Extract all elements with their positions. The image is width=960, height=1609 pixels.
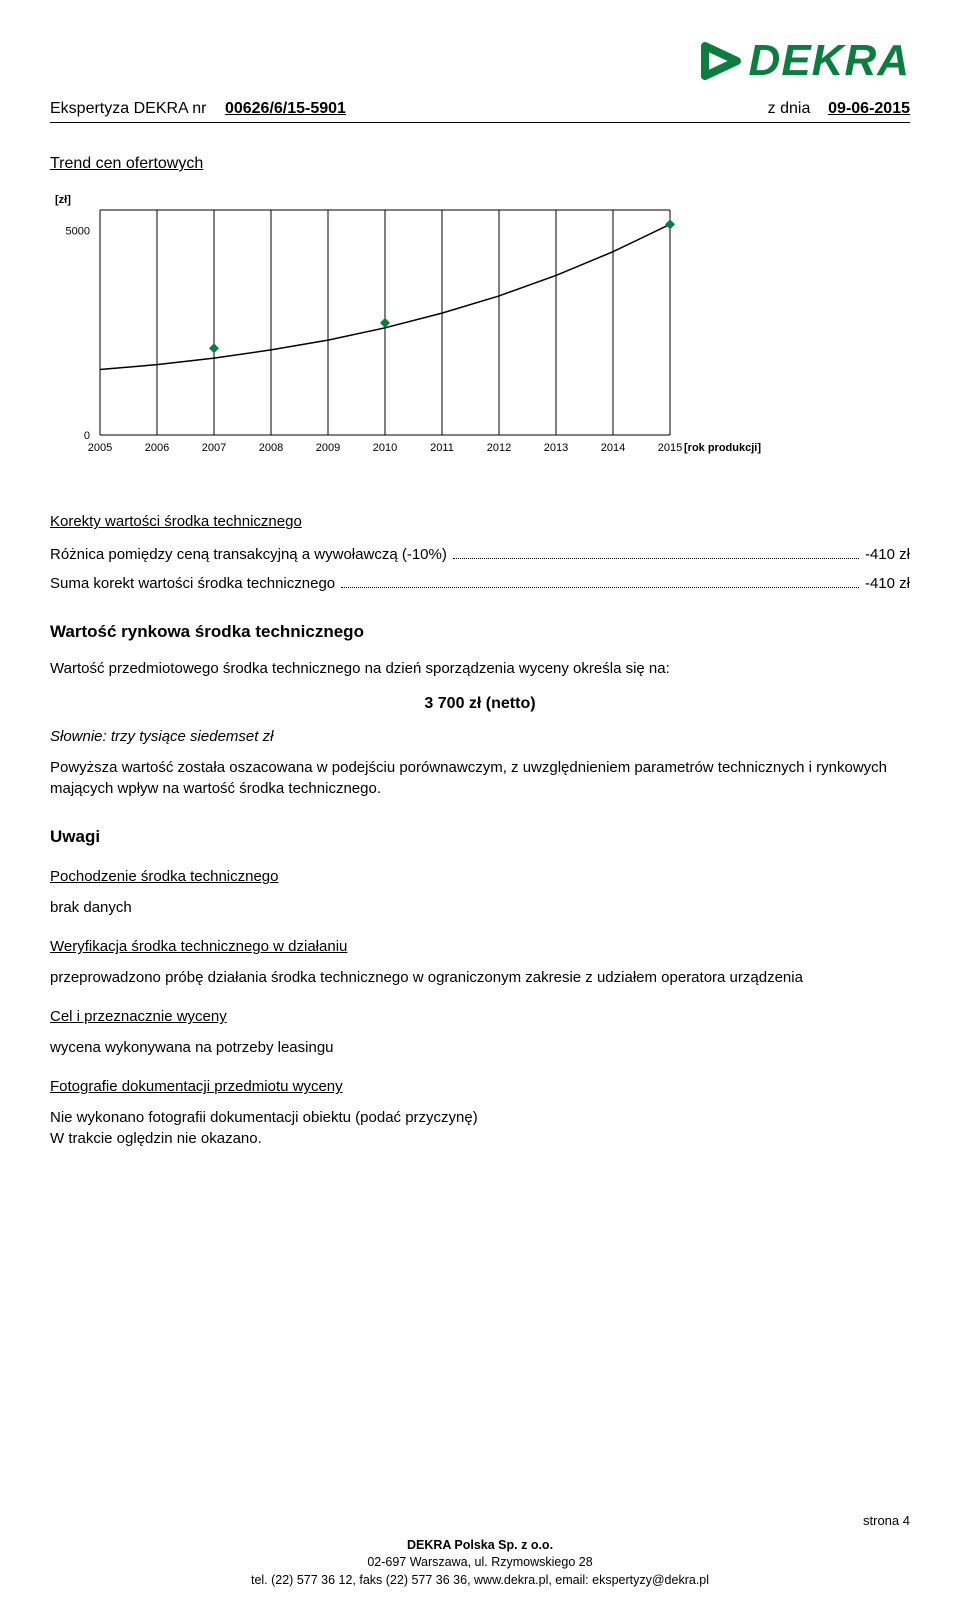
footer-line2: 02-697 Warszawa, ul. Rzymowskiego 28: [50, 1554, 910, 1572]
footer-line1: DEKRA Polska Sp. z o.o.: [407, 1538, 553, 1552]
trend-title: Trend cen ofertowych: [50, 153, 910, 175]
dotted-fill: [341, 587, 859, 588]
svg-text:2008: 2008: [259, 442, 283, 454]
verify-title: Weryfikacja środka technicznego w działa…: [50, 936, 910, 957]
page-number: strona 4: [50, 1512, 910, 1530]
in-words-value: trzy tysiące siedemset zł: [111, 728, 274, 745]
document-header: Ekspertyza DEKRA nr 00626/6/15-5901 z dn…: [50, 98, 910, 123]
correction-label: Różnica pomiędzy ceną transakcyjną a wyw…: [50, 544, 447, 565]
header-label: Ekspertyza DEKRA nr: [50, 100, 207, 117]
market-value-note: Powyższa wartość została oszacowana w po…: [50, 757, 910, 799]
dotted-fill: [453, 558, 859, 559]
photos-body-1: Nie wykonano fotografii dokumentacji obi…: [50, 1107, 910, 1128]
verify-body: przeprowadzono próbę działania środka te…: [50, 967, 910, 988]
dekra-triangle-icon: [697, 38, 743, 84]
svg-text:2015: 2015: [658, 442, 682, 454]
market-value-intro: Wartość przedmiotowego środka techniczne…: [50, 658, 910, 679]
correction-row: Różnica pomiędzy ceną transakcyjną a wyw…: [50, 544, 910, 565]
market-value-title: Wartość rynkowa środka technicznego: [50, 620, 910, 644]
origin-body: brak danych: [50, 897, 910, 918]
svg-text:2010: 2010: [373, 442, 397, 454]
correction-label: Suma korekt wartości środka technicznego: [50, 573, 335, 594]
svg-text:2014: 2014: [601, 442, 625, 454]
dekra-logo-text: DEKRA: [749, 30, 910, 92]
svg-text:5000: 5000: [66, 226, 90, 238]
page-footer: strona 4 DEKRA Polska Sp. z o.o. 02-697 …: [50, 1512, 910, 1589]
footer-line3: tel. (22) 577 36 12, faks (22) 577 36 36…: [50, 1572, 910, 1590]
photos-body-2: W trakcie oględzin nie okazano.: [50, 1128, 910, 1149]
svg-text:0: 0: [84, 430, 90, 442]
purpose-title: Cel i przeznacznie wyceny: [50, 1006, 910, 1027]
corrections-title: Korekty wartości środka technicznego: [50, 511, 910, 532]
correction-row: Suma korekt wartości środka technicznego…: [50, 573, 910, 594]
svg-text:2013: 2013: [544, 442, 568, 454]
svg-text:[rok produkcji]: [rok produkcji]: [684, 442, 761, 454]
correction-value: -410 zł: [865, 573, 910, 594]
svg-text:2009: 2009: [316, 442, 340, 454]
svg-text:2005: 2005: [88, 442, 112, 454]
remarks-title: Uwagi: [50, 825, 910, 849]
header-number: 00626/6/15-5901: [225, 100, 346, 117]
photos-title: Fotografie dokumentacji przedmiotu wycen…: [50, 1076, 910, 1097]
svg-text:2011: 2011: [430, 442, 454, 454]
svg-text:[zł]: [zł]: [55, 194, 71, 206]
market-value-amount: 3 700 zł (netto): [50, 693, 910, 715]
purpose-body: wycena wykonywana na potrzeby leasingu: [50, 1037, 910, 1058]
date-label: z dnia: [768, 100, 811, 117]
dekra-logo: DEKRA: [697, 30, 910, 92]
svg-text:2007: 2007: [202, 442, 226, 454]
svg-text:2012: 2012: [487, 442, 511, 454]
header-date: 09-06-2015: [828, 100, 910, 117]
trend-chart: [zł] 5000 02005 2006 2007 2008 2009 2010 2011 201…: [50, 185, 910, 471]
in-words-label: Słownie:: [50, 728, 107, 745]
svg-text:2006: 2006: [145, 442, 169, 454]
origin-title: Pochodzenie środka technicznego: [50, 866, 910, 887]
correction-value: -410 zł: [865, 544, 910, 565]
